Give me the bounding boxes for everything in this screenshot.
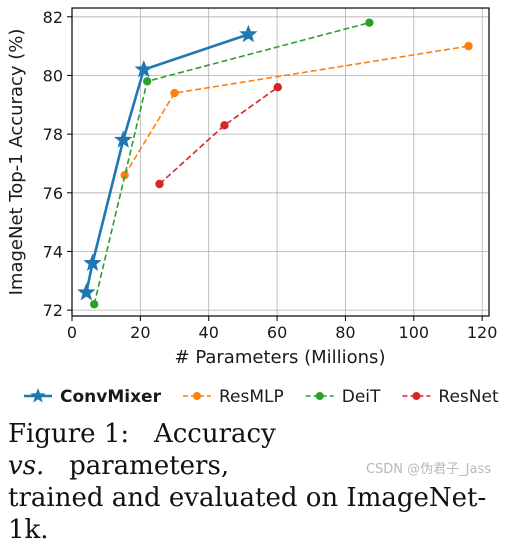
legend-label: DeiT	[342, 387, 381, 407]
y-tick-label: 76	[43, 184, 63, 203]
data-point-deit	[365, 18, 374, 27]
series-deit	[90, 18, 374, 309]
legend-label: ResNet	[438, 387, 499, 407]
data-point-deit	[90, 300, 99, 309]
data-point-convmixer	[239, 24, 258, 43]
series-line-resnet	[158, 86, 279, 185]
series-line-deit	[93, 21, 370, 305]
data-point-resmlp	[120, 171, 129, 180]
data-point-convmixer	[114, 130, 133, 148]
data-point-deit	[142, 77, 152, 86]
y-tick-label: 82	[43, 8, 63, 27]
legend-item-deit: DeiT	[305, 387, 381, 407]
data-point-resnet	[273, 83, 282, 92]
accuracy-vs-parameters-chart: 0 20 40 60 80 100 120 72 74 76 78 80 82 # Parameters…	[6, 7, 499, 407]
series	[77, 18, 473, 309]
x-tick-label: 100	[399, 323, 430, 342]
x-tick-label: 0	[67, 323, 77, 342]
data-point-resnet	[220, 121, 229, 130]
watermark: CSDN @伪君子_Jass	[365, 462, 491, 477]
x-tick-label: 20	[130, 323, 150, 342]
y-axis-label: ImageNet Top-1 Accuracy (%)	[6, 29, 27, 296]
caption-figure-label: Figure 1:	[8, 419, 130, 449]
legend-item-resmlp: ResMLP	[182, 387, 284, 407]
series-convmixer	[77, 24, 258, 301]
x-tick-label: 40	[199, 323, 219, 342]
legend: ConvMixer ResMLP DeiT ResNet	[24, 387, 499, 407]
caption-line2: trained and evaluated on ImageNet-1k.	[8, 483, 487, 545]
legend-label: ConvMixer	[60, 387, 162, 407]
legend-item-resnet: ResNet	[402, 387, 499, 407]
data-point-convmixer	[134, 59, 153, 78]
legend-item-convmixer: ConvMixer	[24, 387, 162, 407]
caption-text-before: Accuracy	[153, 419, 276, 449]
data-point-resnet	[155, 179, 164, 189]
x-axis-label: # Parameters (Millions)	[175, 347, 386, 368]
y-tick-label: 72	[43, 301, 63, 320]
x-tick-label: 80	[335, 323, 355, 342]
series-resmlp	[120, 41, 473, 180]
legend-circle-marker	[192, 392, 201, 400]
legend-star-marker	[30, 388, 46, 403]
series-line-resmlp	[123, 45, 469, 176]
series-resnet	[155, 83, 282, 189]
data-point-resmlp	[464, 41, 473, 51]
data-point-convmixer	[83, 253, 102, 271]
axes: 0 20 40 60 80 100 120 72 74 76 78 80 82	[43, 8, 498, 342]
legend-label: ResMLP	[219, 387, 284, 407]
legend-circle-marker	[315, 392, 324, 400]
figure-caption: Figure 1: Accuracy vs. parameters, traine…	[8, 418, 498, 546]
y-tick-label: 78	[43, 125, 63, 144]
data-point-convmixer	[77, 282, 96, 301]
plot-area-frame	[71, 7, 490, 317]
caption-text-after: parameters,	[69, 451, 230, 481]
y-tick-label: 80	[43, 66, 63, 85]
data-point-resmlp	[170, 88, 179, 98]
legend-circle-marker	[412, 392, 421, 400]
series-line-convmixer	[85, 33, 249, 293]
caption-vs: vs.	[8, 451, 45, 481]
x-tick-label: 60	[267, 323, 287, 342]
y-tick-label: 74	[43, 242, 63, 261]
x-tick-label: 120	[467, 323, 498, 342]
grid	[71, 8, 489, 316]
